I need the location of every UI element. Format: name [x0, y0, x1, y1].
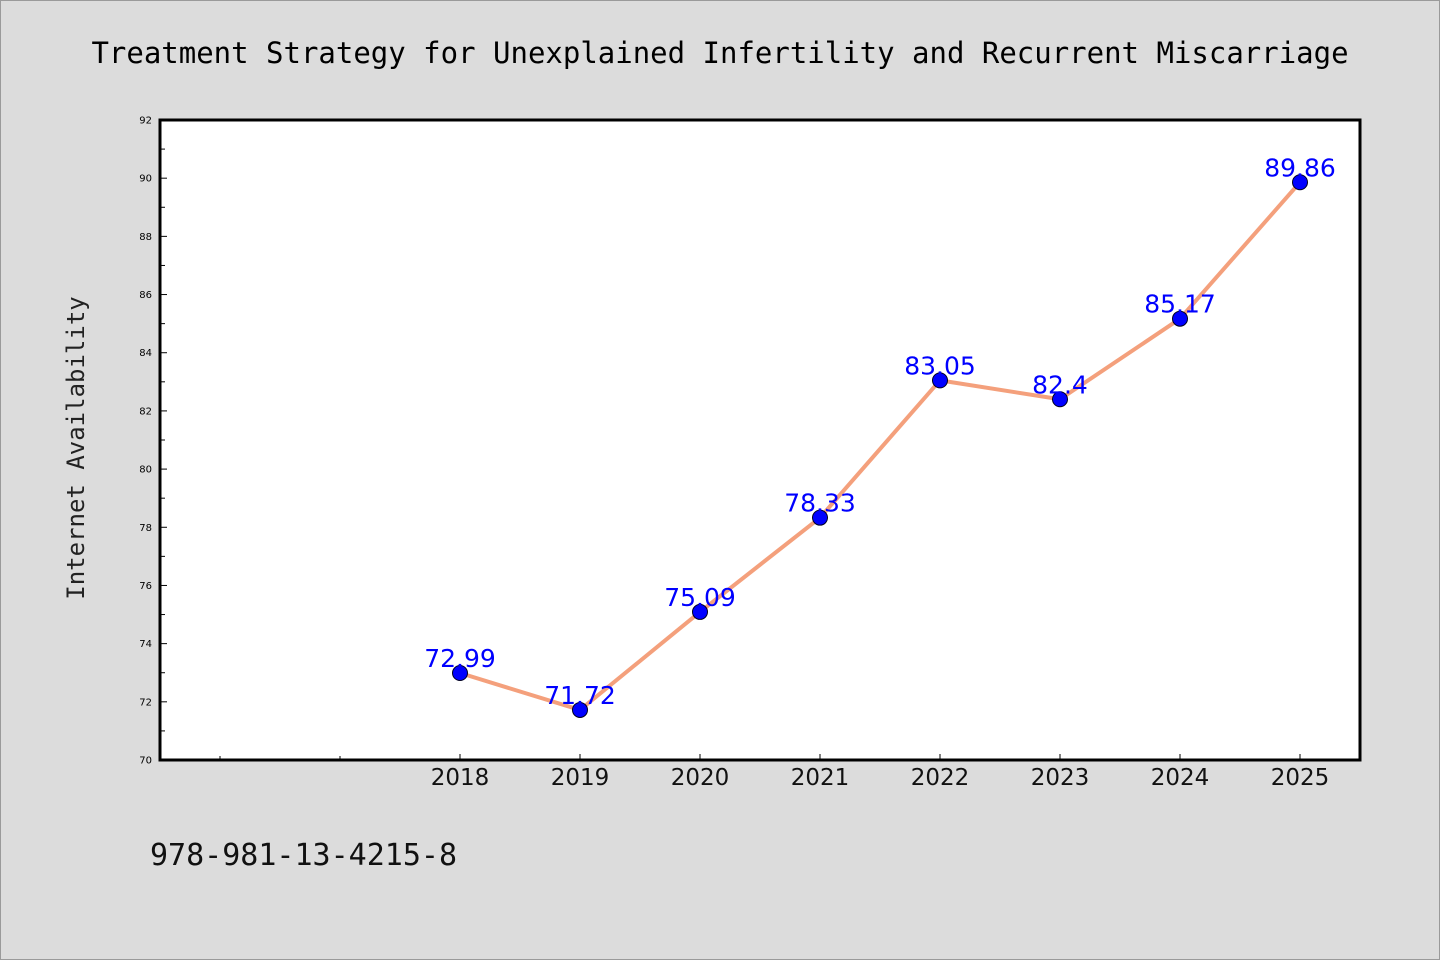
x-tick-label: 2020 — [671, 765, 730, 791]
data-label-2023: 82.4 — [1032, 370, 1088, 399]
y-tick-label: 84 — [139, 348, 152, 359]
y-tick-label: 82 — [139, 406, 152, 417]
x-tick-label: 2021 — [791, 765, 850, 791]
y-tick-label: 88 — [139, 232, 152, 243]
data-label-2021: 78.33 — [784, 489, 856, 518]
x-tick-label: 2018 — [431, 765, 490, 791]
series-line — [459, 180, 1302, 712]
x-axis: 2018 2019 2020 2021 2022 2023 2024 2025 — [219, 754, 1330, 791]
data-point-2024 — [1172, 310, 1188, 327]
y-tick-label: 70 — [139, 756, 152, 767]
data-label-2018: 72.99 — [424, 644, 496, 673]
chart-title: Treatment Strategy for Unexplained Infer… — [91, 36, 1348, 70]
y-axis-label: Internet Availability — [62, 296, 90, 599]
series-group: 72.99 71.72 75.09 78.33 83.05 82.4 85.17 89.86 — [424, 153, 1336, 718]
y-tick-label: 78 — [139, 523, 152, 534]
y-tick-label: 72 — [139, 697, 152, 708]
data-point-2019 — [572, 701, 588, 718]
x-tick-label: 2024 — [1151, 765, 1210, 791]
y-tick-label: 74 — [139, 639, 152, 650]
data-point-2022 — [932, 372, 948, 389]
plot-area — [158, 118, 1362, 762]
data-point-2021 — [812, 509, 828, 526]
data-point-2025 — [1292, 174, 1308, 191]
data-label-2022: 83.05 — [904, 351, 976, 380]
y-tick-label: 86 — [139, 290, 152, 301]
y-tick-label: 90 — [139, 174, 152, 185]
isbn-text: 978-981-13-4215-8 — [150, 838, 457, 873]
y-tick-label: 80 — [139, 465, 152, 476]
data-point-2023 — [1052, 391, 1068, 408]
x-tick-label: 2023 — [1031, 765, 1090, 791]
y-tick-label: 76 — [139, 581, 152, 592]
y-tick-label: 92 — [139, 116, 152, 127]
data-point-2020 — [692, 603, 708, 620]
data-point-2018 — [452, 665, 468, 682]
x-tick-label: 2025 — [1271, 765, 1330, 791]
y-axis: 70 72 74 76 78 80 82 84 86 88 90 92 — [139, 116, 167, 767]
data-label-2020: 75.09 — [664, 583, 736, 612]
data-label-2019: 71.72 — [544, 681, 616, 710]
data-label-2024: 85.17 — [1144, 290, 1216, 319]
data-label-2025: 89.86 — [1264, 153, 1336, 182]
x-tick-label: 2022 — [911, 765, 970, 791]
x-tick-label: 2019 — [551, 765, 610, 791]
